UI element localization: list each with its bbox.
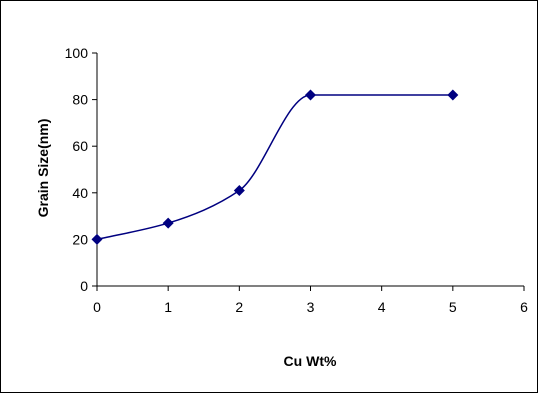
x-tick-label: 4 xyxy=(378,299,386,315)
x-axis-title: Cu Wt% xyxy=(284,353,337,369)
data-point-marker xyxy=(233,184,245,196)
series-line xyxy=(96,94,453,241)
x-tick-label: 3 xyxy=(307,299,315,315)
y-tick-label: 100 xyxy=(65,45,89,61)
y-tick-label: 20 xyxy=(72,231,88,247)
y-tick-label: 60 xyxy=(72,138,88,154)
y-tick-label: 40 xyxy=(72,185,88,201)
data-point-marker xyxy=(162,217,174,229)
x-tick-label: 2 xyxy=(235,299,243,315)
data-point-marker xyxy=(447,89,459,101)
y-axis-title: Grain Size(nm) xyxy=(35,119,51,218)
x-tick-label: 0 xyxy=(93,299,101,315)
y-tick-label: 80 xyxy=(72,92,88,108)
x-tick-label: 6 xyxy=(520,299,528,315)
data-point-marker xyxy=(305,89,316,101)
x-tick-label: 5 xyxy=(449,299,457,315)
y-tick-label: 0 xyxy=(80,278,88,294)
x-tick-label: 1 xyxy=(164,299,172,315)
data-point-marker xyxy=(91,233,103,245)
